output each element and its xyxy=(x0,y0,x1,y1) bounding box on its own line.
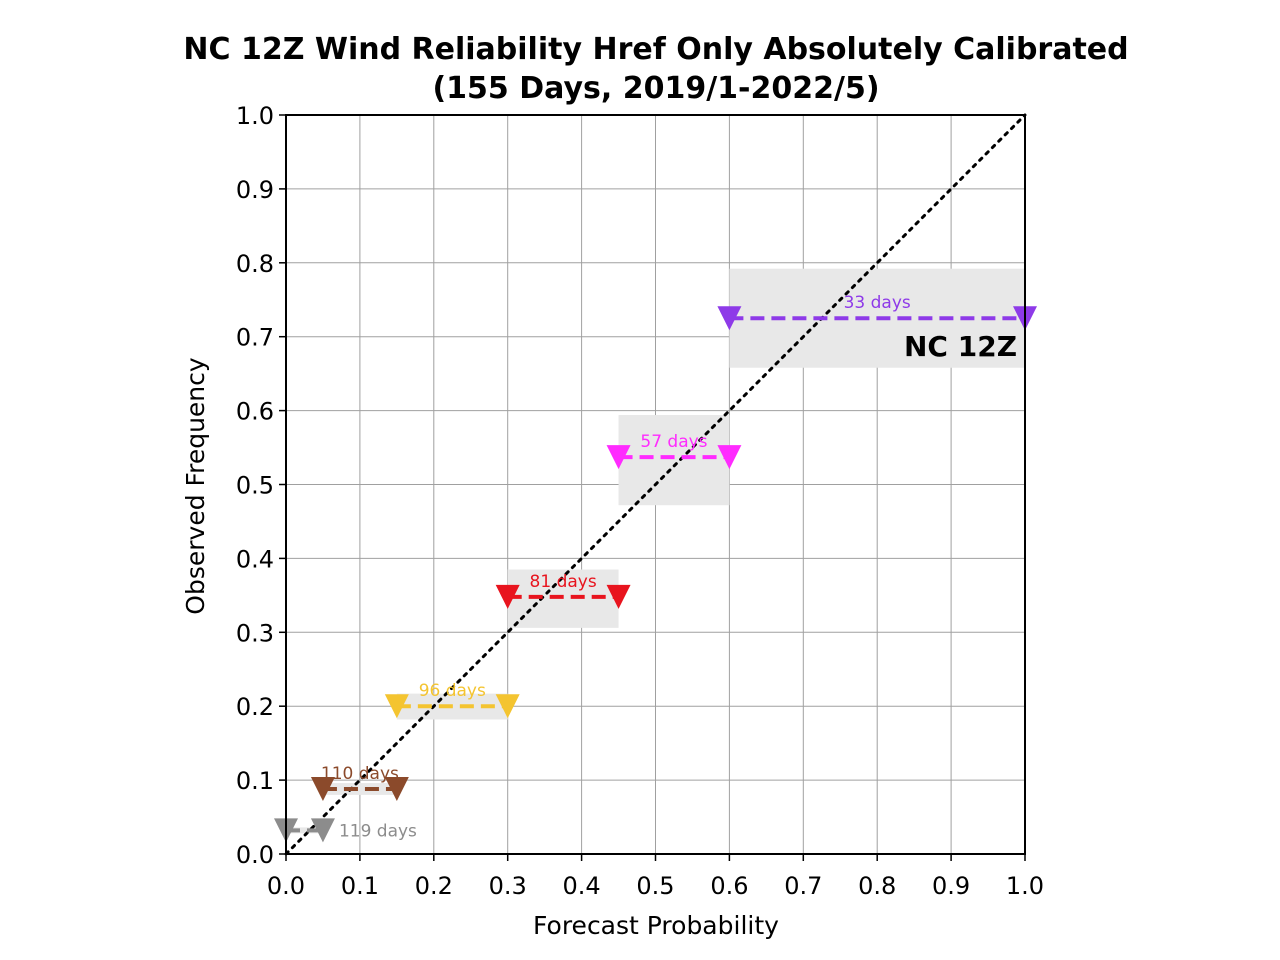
y-tick-label: 1.0 xyxy=(236,102,274,130)
x-axis-label: Forecast Probability xyxy=(533,911,779,940)
marker-triangle-down xyxy=(310,776,335,801)
x-tick-label: 0.8 xyxy=(858,872,896,900)
x-tick-label: 0.2 xyxy=(415,872,453,900)
confidence-band xyxy=(322,783,397,795)
x-tick-label: 0.1 xyxy=(341,872,379,900)
x-tick-label: 0.6 xyxy=(710,872,748,900)
marker-triangle-down xyxy=(606,445,631,470)
marker-triangle-down xyxy=(717,445,742,470)
marker-triangle-down xyxy=(495,584,520,609)
days-label: 57 days xyxy=(640,432,707,452)
y-tick-label: 0.6 xyxy=(236,398,274,426)
x-ticks: 0.0 0.1 0.2 0.3 0.4 0.5 0.6 0.7 0.8 0.9 1.0 xyxy=(267,854,1044,900)
series-markers xyxy=(274,306,1037,843)
y-tick-label: 0.4 xyxy=(236,545,274,573)
y-tick-label: 0.9 xyxy=(236,176,274,204)
x-tick-label: 0.9 xyxy=(932,872,970,900)
chart-title-line1: NC 12Z Wind Reliability Href Only Absolu… xyxy=(183,32,1128,67)
x-tick-label: 1.0 xyxy=(1006,872,1044,900)
y-tick-label: 0.0 xyxy=(236,841,274,869)
marker-triangle-down xyxy=(717,306,742,331)
y-tick-label: 0.1 xyxy=(236,767,274,795)
days-label: 96 days xyxy=(419,681,486,701)
x-tick-label: 0.5 xyxy=(636,872,674,900)
chart-title-line2: (155 Days, 2019/1-2022/5) xyxy=(432,71,879,106)
marker-triangle-down xyxy=(606,584,631,609)
series-lines xyxy=(286,316,1025,833)
days-label: 81 days xyxy=(530,572,597,592)
days-label: 110 days xyxy=(321,764,399,784)
y-tick-label: 0.5 xyxy=(236,472,274,500)
x-tick-label: 0.4 xyxy=(563,872,601,900)
confidence-band xyxy=(618,415,730,506)
region-label: NC 12Z xyxy=(904,330,1017,363)
y-tick-label: 0.8 xyxy=(236,250,274,278)
perfect-reliability-line xyxy=(284,113,1027,856)
y-tick-label: 0.3 xyxy=(236,619,274,647)
x-tick-label: 0.0 xyxy=(267,872,305,900)
marker-triangle-down xyxy=(384,694,409,719)
confidence-band xyxy=(286,827,323,834)
y-axis-label: Observed Frequency xyxy=(181,357,210,615)
marker-triangle-down xyxy=(384,776,409,801)
y-tick-label: 0.2 xyxy=(236,693,274,721)
days-label: 33 days xyxy=(844,293,911,313)
y-ticks: 0.0 0.1 0.2 0.3 0.4 0.5 0.6 0.7 0.8 0.9 1.0 xyxy=(236,102,286,869)
y-tick-label: 0.7 xyxy=(236,324,274,352)
x-tick-label: 0.7 xyxy=(784,872,822,900)
x-tick-label: 0.3 xyxy=(489,872,527,900)
marker-triangle-down xyxy=(495,694,520,719)
series-labels: 119 days 110 days 96 days 81 days 57 days 33 … xyxy=(321,293,911,841)
days-label: 119 days xyxy=(339,821,417,841)
marker-triangle-down xyxy=(310,818,335,843)
